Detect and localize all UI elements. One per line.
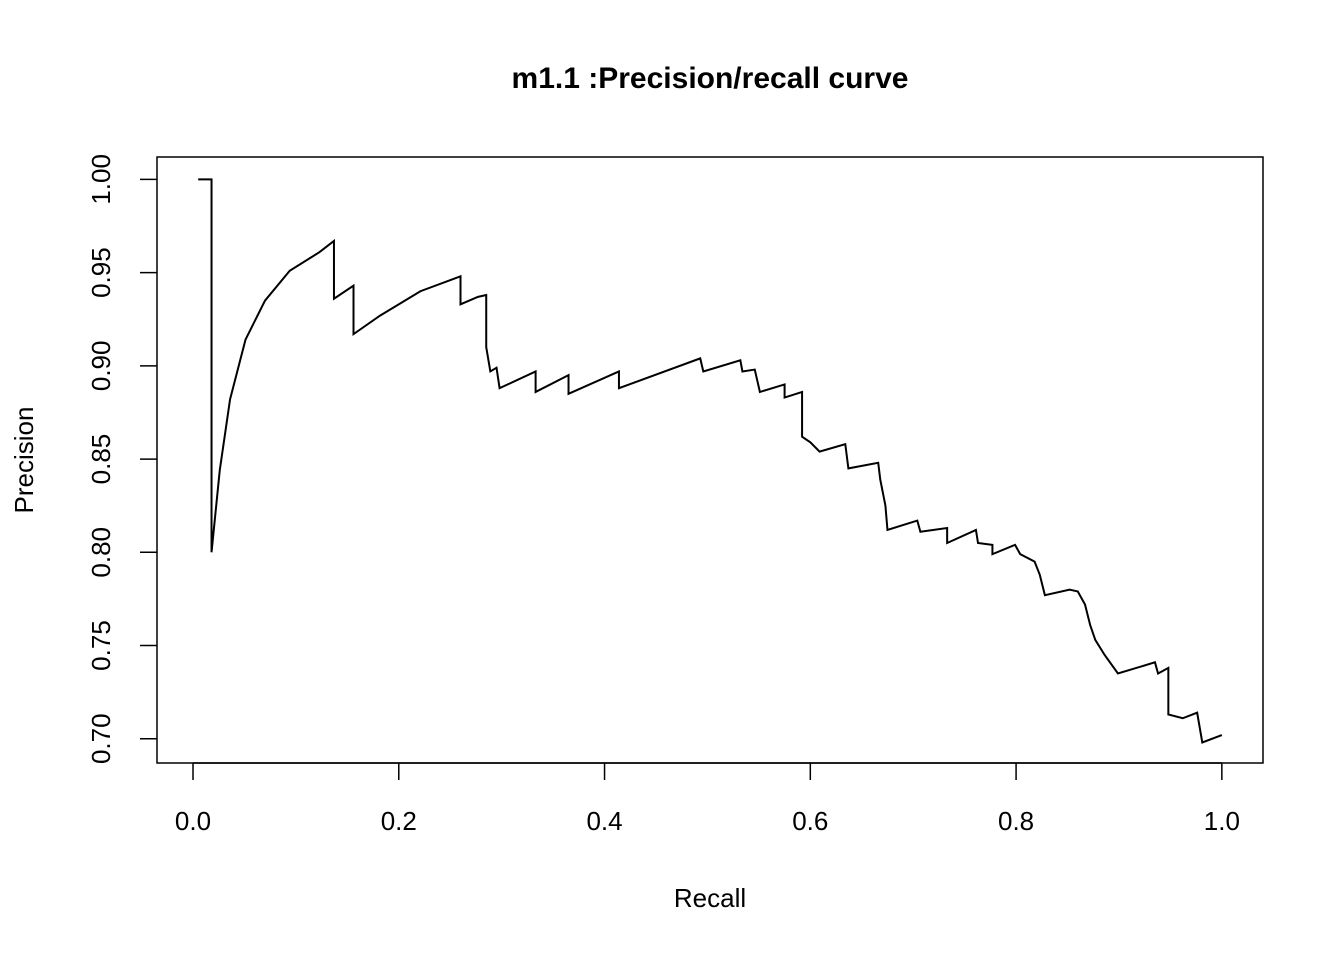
x-tick-label: 0.8 bbox=[998, 806, 1034, 836]
y-tick-label: 1.00 bbox=[86, 154, 116, 205]
pr-curve bbox=[198, 178, 1223, 744]
y-tick-label: 0.80 bbox=[86, 527, 116, 578]
y-tick-label: 0.90 bbox=[86, 341, 116, 392]
x-tick-label: 0.0 bbox=[175, 806, 211, 836]
y-axis-label: Precision bbox=[9, 407, 39, 514]
x-axis-label: Recall bbox=[674, 883, 746, 913]
y-tick-label: 0.75 bbox=[86, 620, 116, 671]
y-tick-label: 0.85 bbox=[86, 434, 116, 485]
x-tick-label: 0.4 bbox=[586, 806, 622, 836]
x-tick-label: 0.2 bbox=[381, 806, 417, 836]
x-tick-label: 1.0 bbox=[1204, 806, 1240, 836]
chart-title: m1.1 :Precision/recall curve bbox=[512, 62, 909, 95]
x-tick-label: 0.6 bbox=[792, 806, 828, 836]
y-tick-label: 0.70 bbox=[86, 713, 116, 764]
y-tick-label: 0.95 bbox=[86, 247, 116, 298]
